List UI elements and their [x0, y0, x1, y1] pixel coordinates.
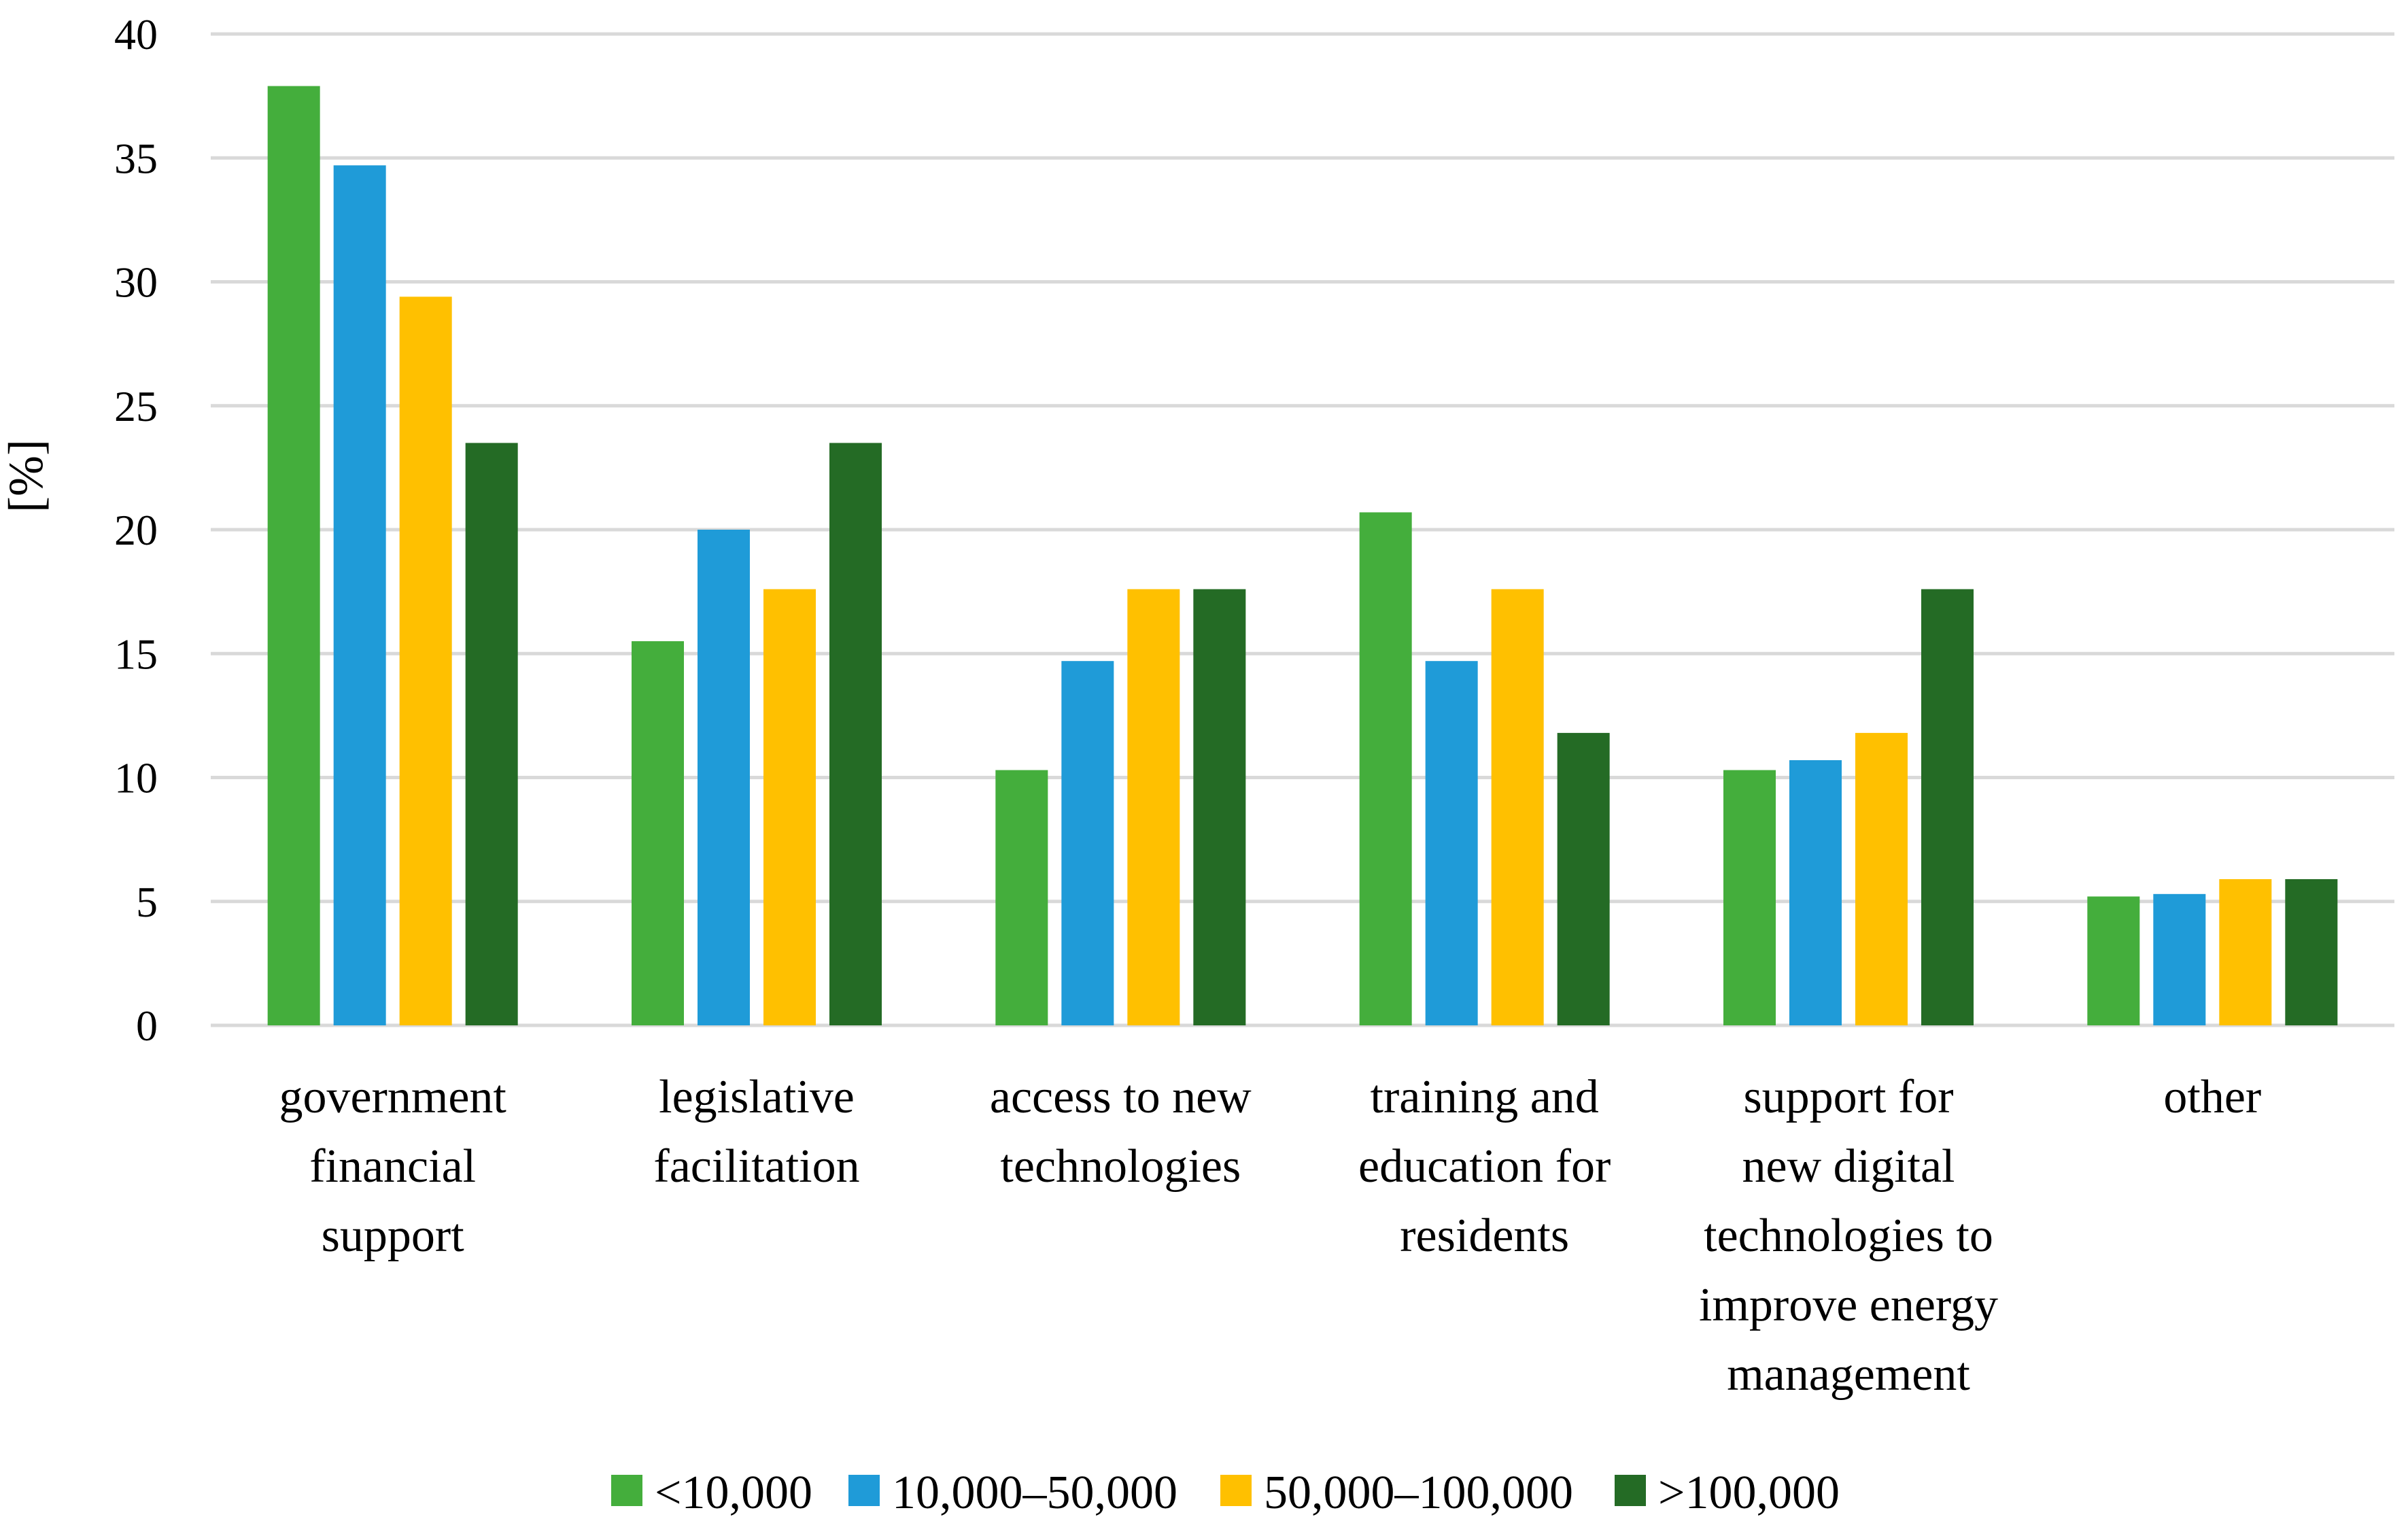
y-tick-label: 30 [114, 258, 158, 307]
bar [399, 296, 452, 1025]
bar [1855, 732, 1908, 1025]
category-label: training and education for residents [1358, 1071, 1611, 1262]
bar [1425, 661, 1478, 1025]
legend-swatch [1615, 1475, 1646, 1506]
y-tick-label: 35 [114, 134, 158, 182]
y-tick-label: 10 [114, 754, 158, 802]
legend-item: <10,000 [611, 1467, 812, 1519]
bar [2153, 893, 2206, 1025]
bar [1061, 661, 1114, 1025]
bar [465, 443, 518, 1025]
y-tick-label: 15 [114, 630, 158, 678]
y-axis-title: [%] [0, 439, 53, 513]
category-label-line: other [2163, 1071, 2261, 1123]
bar [267, 86, 320, 1025]
y-tick-label: 5 [136, 878, 158, 926]
y-axis-tick-labels: 0 5 10 15 20 25 30 35 40 [114, 10, 158, 1050]
bars [267, 86, 2338, 1025]
category-label-line: residents [1400, 1210, 1569, 1262]
bar [2219, 878, 2272, 1025]
bar [1491, 589, 1544, 1025]
legend-label: >100,000 [1658, 1467, 1840, 1519]
y-tick-label: 0 [136, 1002, 158, 1050]
category-label-line: education for [1358, 1140, 1611, 1193]
category-label-line: training and [1371, 1071, 1599, 1123]
legend-swatch [1220, 1475, 1252, 1506]
category-label: government financial support [279, 1071, 506, 1262]
category-label-line: improve energy [1699, 1279, 1998, 1331]
category-label-line: financial [309, 1140, 476, 1193]
legend-swatch [611, 1475, 642, 1506]
bar [1359, 512, 1412, 1025]
category-label: support for new digital technologies to imp… [1699, 1071, 1998, 1401]
legend-item: 50,000–100,000 [1220, 1467, 1573, 1519]
bar [1723, 770, 1776, 1025]
category-label-line: access to new [990, 1071, 1252, 1123]
legend: <10,000 10,000–50,000 50,000–100,000 >100,0… [611, 1467, 1840, 1519]
gridlines [211, 32, 2394, 1027]
bar [1127, 589, 1180, 1025]
bar [995, 770, 1048, 1025]
category-label-line: government [279, 1071, 506, 1123]
category-label-line: support for [1743, 1071, 1953, 1123]
y-tick-label: 20 [114, 506, 158, 554]
legend-label: <10,000 [655, 1467, 812, 1519]
category-label-line: management [1727, 1348, 1970, 1401]
y-tick-label: 25 [114, 382, 158, 430]
category-label-line: legislative [659, 1071, 855, 1123]
x-axis-category-labels: government financial support legislative fac… [279, 1071, 2261, 1401]
bar [2285, 878, 2338, 1025]
legend-label: 10,000–50,000 [892, 1467, 1177, 1519]
category-label: other [2163, 1071, 2261, 1123]
bar [333, 165, 386, 1025]
legend-item: 10,000–50,000 [848, 1467, 1177, 1519]
bar [1921, 589, 1974, 1025]
category-label-line: support [322, 1210, 465, 1262]
category-label-line: facilitation [653, 1140, 859, 1193]
category-label-line: technologies [1000, 1140, 1241, 1193]
bar [829, 443, 882, 1025]
legend-item: >100,000 [1615, 1467, 1840, 1519]
category-label: legislative facilitation [653, 1071, 859, 1193]
bar [632, 641, 684, 1025]
bar [1789, 760, 1842, 1025]
legend-label: 50,000–100,000 [1264, 1467, 1573, 1519]
category-label-line: technologies to [1704, 1210, 1993, 1262]
bar [763, 589, 816, 1025]
y-tick-label: 40 [114, 10, 158, 58]
bar [1193, 589, 1246, 1025]
category-label-line: new digital [1742, 1140, 1955, 1193]
bar [2087, 896, 2140, 1025]
bar [698, 530, 750, 1025]
legend-swatch [848, 1475, 880, 1506]
bar [1557, 732, 1610, 1025]
category-label: access to new technologies [990, 1071, 1252, 1193]
